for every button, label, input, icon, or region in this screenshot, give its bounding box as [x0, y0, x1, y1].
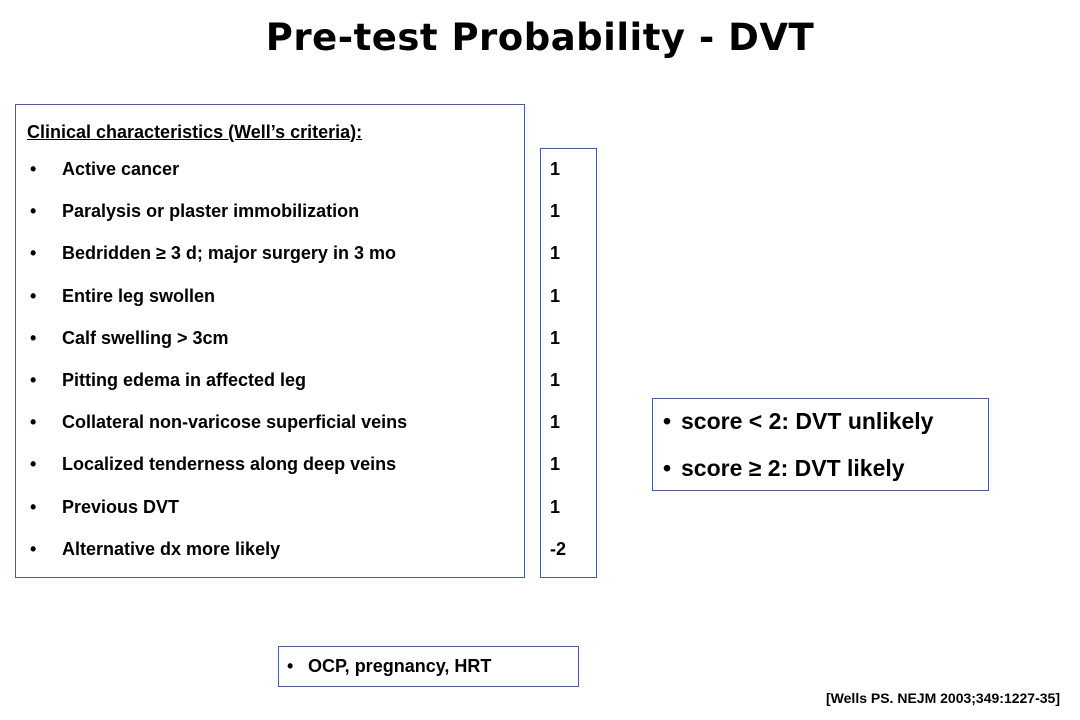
score-value: 1	[550, 201, 561, 222]
citation: [Wells PS. NEJM 2003;349:1227-35]	[826, 690, 1060, 706]
bullet-icon: •	[30, 454, 37, 475]
criteria-item: • Bedridden ≥ 3 d; major surgery in 3 mo	[16, 243, 524, 285]
criteria-item-label: Active cancer	[62, 159, 180, 179]
score-value: 1	[550, 243, 561, 264]
criteria-item: • Previous DVT	[16, 497, 524, 539]
bullet-icon: •	[30, 159, 37, 179]
criteria-item-label: Previous DVT	[62, 496, 180, 517]
score-value: 1	[550, 412, 561, 433]
score-value: 1	[550, 496, 561, 517]
criteria-item: • Paralysis or plaster immobilization	[16, 201, 524, 243]
score-value: 1	[550, 327, 561, 348]
criteria-item-label: Pitting edema in affected leg	[62, 369, 307, 390]
criteria-item: • Alternative dx more likely	[16, 539, 524, 581]
criteria-box: Clinical characteristics (Well’s criteri…	[15, 104, 525, 578]
interpretation-box: • score < 2: DVT unlikely • score ≥ 2: DVT…	[652, 398, 989, 491]
scores-list: 1 1 1 1 1 1 1 1 1 -2	[550, 159, 566, 581]
bullet-icon: •	[30, 496, 37, 517]
bullet-icon: •	[30, 243, 37, 264]
criteria-heading: Clinical characteristics (Well’s criteri…	[27, 122, 363, 142]
criteria-item-label: Bedridden ≥ 3 d; major surgery in 3 mo	[62, 243, 396, 264]
bullet-icon: •	[30, 538, 37, 559]
criteria-item: • Calf swelling > 3cm	[16, 328, 524, 370]
bullet-icon: •	[663, 455, 672, 481]
criteria-item: • Localized tenderness along deep veins	[16, 454, 524, 496]
bullet-icon: •	[30, 327, 37, 348]
criteria-item: • Entire leg swollen	[16, 286, 524, 328]
criteria-item-label: Paralysis or plaster immobilization	[62, 201, 360, 222]
criteria-item-label: Collateral non-varicose superficial vein…	[62, 412, 408, 433]
interpretation-text: score ≥ 2: DVT likely	[681, 455, 905, 481]
criteria-item-label: Entire leg swollen	[62, 285, 216, 306]
interpretation-item: • score < 2: DVT unlikely	[663, 408, 933, 455]
bullet-icon: •	[30, 285, 37, 306]
criteria-item-label: Alternative dx more likely	[62, 538, 281, 559]
criteria-item-label: Calf swelling > 3cm	[62, 327, 229, 348]
bullet-icon: •	[663, 408, 672, 434]
score-value: 1	[550, 454, 561, 475]
scores-box: 1 1 1 1 1 1 1 1 1 -2	[540, 148, 597, 578]
other-factors-box: • OCP, pregnancy, HRT	[278, 646, 579, 687]
criteria-item-label: Localized tenderness along deep veins	[62, 454, 397, 475]
bullet-icon: •	[30, 369, 37, 390]
score-value: 1	[550, 159, 561, 179]
score-value: 1	[550, 369, 561, 390]
interpretation-text: score < 2: DVT unlikely	[681, 408, 934, 434]
bullet-icon: •	[287, 656, 294, 676]
other-factors-text: OCP, pregnancy, HRT	[308, 656, 492, 676]
score-value: 1	[550, 285, 561, 306]
slide-title: Pre-test Probability - DVT	[265, 16, 815, 59]
score-value: -2	[550, 538, 567, 559]
criteria-item: • Active cancer	[16, 159, 524, 201]
criteria-item: • Collateral non-varicose superficial vei…	[16, 412, 524, 454]
bullet-icon: •	[30, 412, 37, 433]
bullet-icon: •	[30, 201, 37, 222]
interpretation-item: • score ≥ 2: DVT likely	[663, 455, 933, 502]
criteria-item: • Pitting edema in affected leg	[16, 370, 524, 412]
criteria-list: • Active cancer • Paralysis or plaster imm…	[16, 159, 524, 581]
interpretation-list: • score < 2: DVT unlikely • score ≥ 2: DVT…	[663, 408, 933, 502]
